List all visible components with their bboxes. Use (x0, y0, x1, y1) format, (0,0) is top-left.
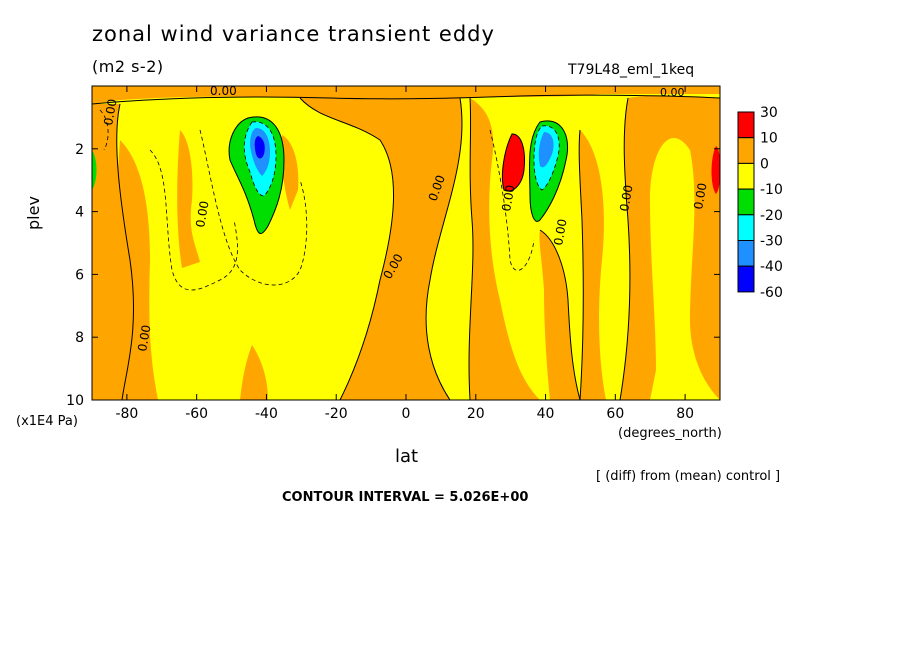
x-tick-label-4: 0 (402, 406, 411, 422)
positive-region-column-lat-plus-50 (539, 230, 580, 400)
x-tick-label-5: 20 (467, 406, 485, 422)
x-tick-label-3: -20 (325, 406, 348, 422)
positive-region-central (300, 96, 463, 400)
contour-label-0: 0.00 (210, 84, 237, 98)
y-tick-label-3: 8 (75, 330, 84, 346)
chart-units: (m2 s-2) (92, 57, 164, 76)
x-axis-label: lat (395, 446, 419, 467)
positive-max-lat-plus-30 (502, 134, 525, 192)
colorbar-label-2: 0 (760, 156, 769, 172)
x-tick-label-6: 40 (537, 406, 555, 422)
dashed-contour-north-mid (489, 129, 535, 271)
x-tick-label-2: -40 (255, 406, 278, 422)
contour-line-zero-lat-plus-62 (578, 129, 584, 400)
colorbar-swatch-0 (737, 111, 755, 139)
y-axis-units: (x1E4 Pa) (16, 414, 78, 429)
contour-interval: CONTOUR INTERVAL = 5.026E+00 (282, 490, 529, 505)
contour-line-zero-lat-plus-20 (468, 97, 474, 400)
difference-note: [ (diff) from (mean) control ] (596, 469, 781, 484)
dashed-contour-lines (99, 109, 560, 291)
dashed-contour-minus-42-inner (243, 121, 277, 197)
dashed-contour-west-lower (149, 149, 238, 291)
dashed-contour-top-left (99, 109, 109, 151)
colorbar-swatch-3 (737, 188, 755, 216)
negative-region-lat-minus-42-core (254, 136, 265, 159)
y-tick-label-0: 2 (75, 142, 84, 158)
positive-region-lower-west (240, 345, 268, 400)
colorbar-label-5: -30 (760, 234, 783, 250)
positive-region-top-band (92, 86, 720, 104)
x-axis-ticks: -80 -60 -40 -20 0 20 40 60 80 (115, 86, 694, 422)
colorbar-label-4: -20 (760, 208, 783, 224)
colorbar-label-3: -10 (760, 182, 783, 198)
positive-region-west (100, 140, 158, 400)
colorbar-swatch-4 (737, 214, 755, 242)
positive-region-east (620, 95, 720, 400)
y-axis-ticks: 2 4 6 8 10 (66, 142, 720, 409)
x-tick-label-1: -60 (185, 406, 208, 422)
dashed-contour-south-mid (199, 129, 308, 286)
positive-region-column-lat-plus-20 (469, 98, 540, 400)
positive-region-column-lat-plus-62 (579, 130, 606, 400)
contour-line-zero-lat-plus-50 (539, 229, 581, 400)
contour-line-zero-lat-plus-65 (619, 97, 631, 400)
colorbar-swatch-1 (737, 137, 755, 164)
chart-title: zonal wind variance transient eddy (92, 22, 495, 46)
contour-line-zero-top (92, 94, 720, 105)
colorbar-label-0: 30 (760, 105, 778, 121)
colorbar-label-7: -60 (760, 285, 783, 301)
contour-label-2: 0.00 (193, 200, 211, 229)
contour-line-zero-central (425, 97, 463, 400)
contour-label-7: 0.00 (551, 218, 569, 247)
colorbar-label-6: -40 (760, 259, 783, 275)
contour-lines (92, 94, 720, 400)
contour-label-top-right: 0.00 (660, 86, 685, 99)
dashed-contour-plus-40-inner (533, 125, 560, 191)
y-tick-label-2: 6 (75, 267, 84, 283)
contour-label-5: 0.00 (135, 324, 153, 353)
negative-region-lat-plus-40-blue (538, 132, 554, 168)
y-tick-label-4: 10 (66, 393, 84, 409)
y-tick-label-1: 4 (75, 205, 84, 221)
contour-line-lat-plus-30-max (501, 133, 525, 192)
x-tick-label-0: -80 (115, 406, 138, 422)
run-label: T79L48_eml_1keq (568, 62, 695, 78)
colorbar-label-1: 10 (760, 131, 778, 147)
contour-line-lat-plus-40-outer (528, 120, 568, 222)
colorbar-swatch-6 (737, 265, 755, 293)
negative-region-edge-west (92, 150, 97, 190)
contour-label-6: 0.00 (499, 184, 517, 213)
contour-label-9: 0.00 (691, 182, 709, 211)
colorbar-swatch-5 (737, 240, 755, 267)
contour-line-zero-central-left (299, 97, 395, 400)
contour-line-lat-minus-42-outer (228, 116, 285, 234)
positive-region-south-midlat-column (177, 130, 200, 268)
colorbar: 30 10 0 -10 -20 -30 -40 -60 (737, 105, 783, 301)
contour-label-1: 0.00 (101, 98, 119, 127)
positive-max-lat-plus-88 (711, 146, 720, 194)
contour-label-8: 0.00 (617, 184, 635, 213)
x-tick-label-8: 80 (676, 406, 694, 422)
colorbar-swatch-2 (737, 162, 755, 190)
x-axis-units: (degrees_north) (618, 426, 722, 441)
x-tick-label-7: 60 (606, 406, 624, 422)
filled-contour-field (92, 86, 720, 400)
positive-region-column-lat-minus-35 (281, 135, 299, 210)
contour-line-zero-west (116, 103, 135, 400)
